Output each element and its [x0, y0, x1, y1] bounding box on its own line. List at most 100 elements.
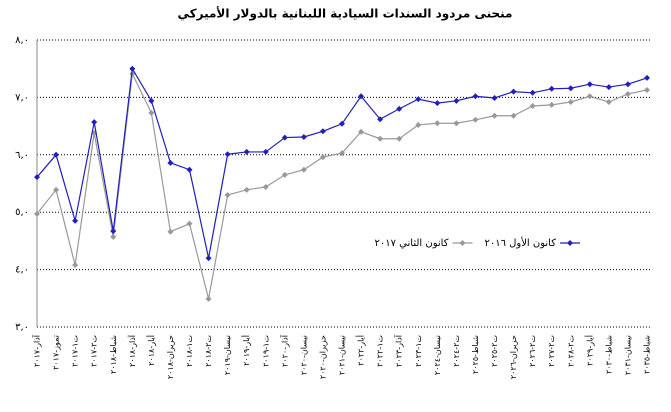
point — [358, 128, 365, 135]
point — [319, 154, 326, 161]
point — [434, 100, 441, 107]
y-tick-label: ٧,٠ — [15, 92, 29, 103]
point — [300, 166, 307, 173]
x-tick-label: نيسان-٢٠١٩ — [223, 335, 232, 375]
point — [110, 228, 117, 235]
x-tick-label: آذار-٢٠٢٣ — [394, 334, 404, 367]
y-tick-label: ٨,٠ — [15, 35, 29, 46]
x-tick-label: ت٢-٢٠٢٦ — [528, 335, 537, 367]
series-line — [36, 66, 648, 259]
point — [129, 65, 136, 72]
point — [34, 174, 40, 181]
point — [434, 120, 441, 127]
point — [319, 128, 326, 135]
point — [548, 85, 555, 92]
x-tick-label: ت٢-٢٠٢٨ — [566, 335, 575, 367]
point — [148, 109, 155, 116]
point — [243, 148, 250, 155]
point — [586, 81, 593, 88]
point — [300, 134, 307, 141]
point — [415, 121, 422, 128]
point — [396, 105, 403, 112]
x-tick-label: شباط-٢٠٢٥ — [471, 335, 480, 374]
x-tick-label: حزيران-٢٠٢٠ — [318, 335, 327, 379]
point — [53, 186, 60, 193]
point — [186, 220, 193, 227]
y-tick-label: ٥,٠ — [15, 207, 29, 218]
point — [53, 151, 60, 158]
x-tick-label: حزيران-٢٠١٨ — [166, 335, 175, 379]
x-tick-label: ت٢-٢٠٢٧ — [547, 335, 556, 367]
point — [415, 96, 422, 103]
point — [339, 120, 345, 127]
chart-title: منحنى مردود السندات السيادية اللبنانية ب… — [178, 6, 513, 22]
point — [377, 116, 384, 123]
x-tick-label: ت١-٢٠١٨ — [185, 335, 194, 367]
legend-marker — [459, 240, 466, 246]
point — [605, 84, 612, 91]
point — [205, 255, 212, 262]
x-tick-label: حزيران-٢٠٢٦ — [509, 335, 518, 379]
x-tick-label: ت١-٢٠٢٢ — [376, 335, 385, 367]
point — [186, 166, 193, 173]
x-tick-label: ت٢-٢٠١٨ — [204, 335, 213, 367]
x-tick-label: نيسان-٢٠٣١ — [623, 335, 632, 375]
x-tick-label: نيسان-٢٠٢١ — [338, 335, 347, 375]
point — [605, 98, 612, 105]
point — [567, 85, 574, 92]
point — [510, 88, 517, 95]
x-tick-label: أيار-٢٠٢٩ — [584, 335, 594, 366]
point — [529, 89, 536, 96]
point — [72, 262, 79, 269]
series-line — [36, 71, 648, 300]
y-tick-label: ٦,٠ — [15, 150, 29, 161]
point — [586, 93, 593, 100]
x-tick-label: شباط-٢٠٣٠ — [604, 335, 613, 374]
point — [567, 98, 574, 105]
x-tick-label: ت٢-٢٠٢٥ — [490, 335, 499, 367]
point — [72, 217, 79, 224]
point — [34, 210, 40, 217]
point — [243, 186, 250, 193]
point — [262, 148, 269, 155]
x-tick-label: أيار-٢٠١٩ — [241, 335, 251, 366]
point — [453, 97, 460, 104]
point — [91, 119, 98, 126]
point — [396, 135, 403, 142]
x-tick-label: نيسان-٢٠٢٠ — [299, 335, 308, 375]
point — [453, 120, 460, 127]
point — [491, 94, 498, 101]
point — [624, 81, 631, 88]
y-tick-label: ٤,٠ — [15, 265, 29, 276]
x-tick-label: ت١-٢٠٢٣ — [414, 335, 423, 367]
x-tick-label: آذار-٢٠٢٠ — [279, 334, 289, 367]
point — [167, 228, 174, 235]
point — [548, 101, 555, 108]
point — [644, 74, 650, 81]
point — [148, 97, 155, 104]
point — [205, 295, 212, 302]
x-tick-label: أيار-٢٠٢٢ — [356, 335, 366, 366]
x-tick-label: شباط-٢٠١٨ — [109, 335, 118, 374]
point — [339, 150, 345, 157]
point — [358, 93, 365, 100]
point — [224, 191, 231, 198]
point — [281, 134, 288, 141]
point — [472, 93, 479, 100]
point — [472, 116, 479, 123]
x-tick-label: تموز-٢٠١٧ — [52, 335, 61, 370]
x-tick-label: آذار-٢٠١٧ — [32, 334, 42, 367]
x-tick-label: آذار-٢٠١٨ — [127, 334, 137, 367]
point — [510, 112, 517, 119]
legend-label: كانون الثاني ٢٠١٧ — [375, 238, 449, 249]
y-tick-label: ٣,٠ — [15, 322, 29, 333]
point — [110, 233, 117, 240]
point — [644, 86, 650, 93]
legend-marker — [567, 240, 573, 246]
point — [624, 90, 631, 97]
point — [167, 159, 174, 166]
point — [377, 135, 384, 142]
x-tick-label: ت١-٢٠١٧ — [71, 335, 80, 367]
point — [224, 151, 231, 158]
